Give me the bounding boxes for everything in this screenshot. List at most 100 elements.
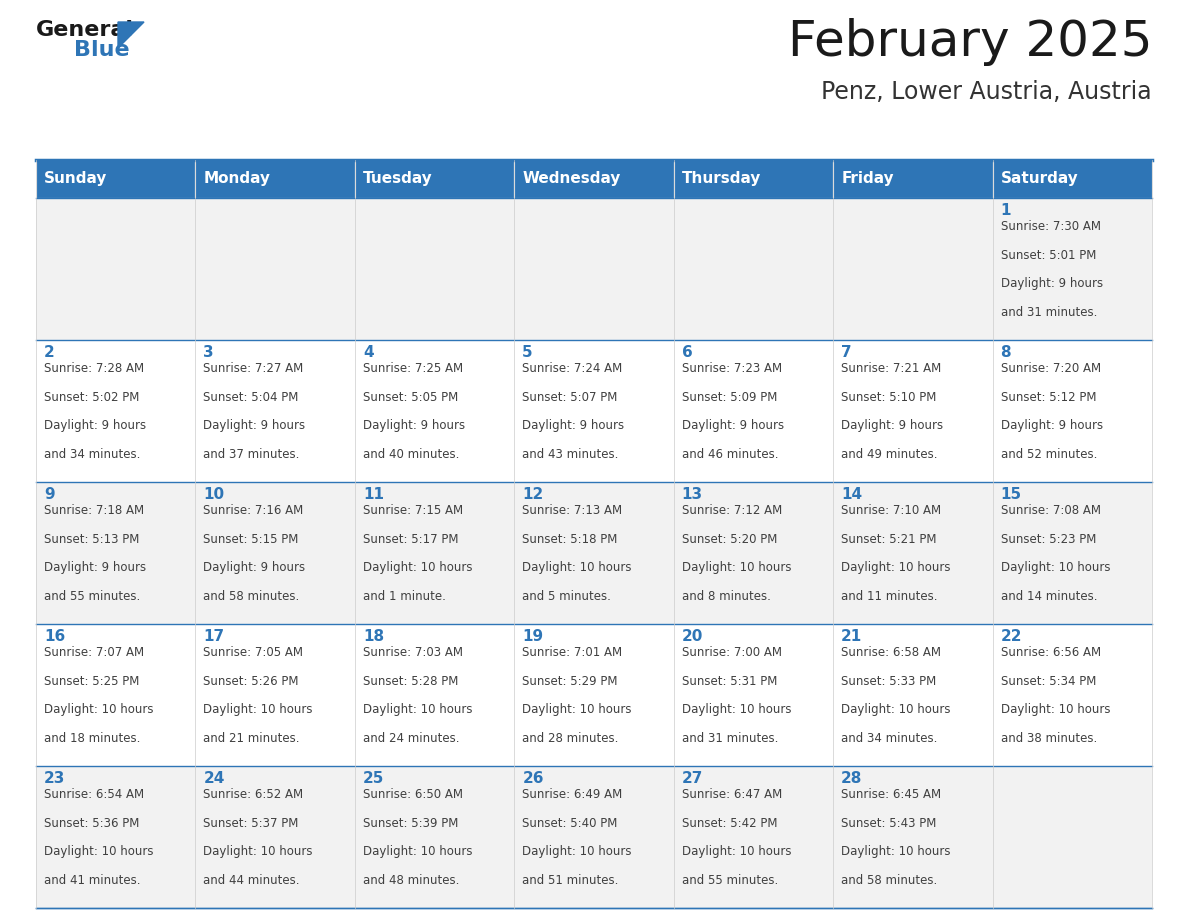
Bar [674, 340, 833, 482]
Text: 17: 17 [203, 629, 225, 644]
Text: and 31 minutes.: and 31 minutes. [1000, 306, 1097, 319]
Bar [36, 482, 196, 624]
Text: Sunday: Sunday [44, 172, 107, 186]
Bar [196, 766, 355, 908]
Text: Daylight: 9 hours: Daylight: 9 hours [1000, 420, 1102, 432]
Bar [196, 198, 355, 340]
Text: and 38 minutes.: and 38 minutes. [1000, 732, 1097, 744]
Text: Sunrise: 7:13 AM: Sunrise: 7:13 AM [523, 504, 623, 517]
Text: Daylight: 10 hours: Daylight: 10 hours [203, 703, 312, 716]
Text: Daylight: 10 hours: Daylight: 10 hours [362, 845, 473, 858]
Bar [992, 482, 1152, 624]
Text: Sunset: 5:40 PM: Sunset: 5:40 PM [523, 817, 618, 830]
Bar [992, 340, 1152, 482]
Bar [355, 624, 514, 766]
Text: Sunset: 5:04 PM: Sunset: 5:04 PM [203, 390, 299, 404]
Text: Saturday: Saturday [1000, 172, 1079, 186]
Bar [355, 482, 514, 624]
Text: Sunset: 5:39 PM: Sunset: 5:39 PM [362, 817, 459, 830]
Text: Daylight: 10 hours: Daylight: 10 hours [203, 845, 312, 858]
Text: Sunset: 5:01 PM: Sunset: 5:01 PM [1000, 249, 1097, 262]
Bar [833, 160, 992, 198]
Text: and 49 minutes.: and 49 minutes. [841, 448, 937, 461]
Text: General: General [36, 20, 134, 40]
Text: 14: 14 [841, 487, 862, 502]
Text: Sunrise: 6:54 AM: Sunrise: 6:54 AM [44, 788, 144, 801]
Text: Sunset: 5:17 PM: Sunset: 5:17 PM [362, 532, 459, 545]
Text: and 41 minutes.: and 41 minutes. [44, 874, 140, 887]
Text: Sunrise: 6:58 AM: Sunrise: 6:58 AM [841, 646, 941, 659]
Text: Sunset: 5:36 PM: Sunset: 5:36 PM [44, 817, 139, 830]
Text: Sunset: 5:42 PM: Sunset: 5:42 PM [682, 817, 777, 830]
Bar [196, 340, 355, 482]
Text: 15: 15 [1000, 487, 1022, 502]
Text: Sunset: 5:20 PM: Sunset: 5:20 PM [682, 532, 777, 545]
Text: Daylight: 10 hours: Daylight: 10 hours [1000, 561, 1110, 574]
Text: Monday: Monday [203, 172, 271, 186]
Text: 9: 9 [44, 487, 55, 502]
Bar [674, 766, 833, 908]
Text: and 48 minutes.: and 48 minutes. [362, 874, 460, 887]
Text: Daylight: 9 hours: Daylight: 9 hours [203, 420, 305, 432]
Text: Sunrise: 7:03 AM: Sunrise: 7:03 AM [362, 646, 463, 659]
Bar [355, 340, 514, 482]
Bar [36, 198, 196, 340]
Text: Sunrise: 7:08 AM: Sunrise: 7:08 AM [1000, 504, 1100, 517]
Bar [674, 482, 833, 624]
Text: Sunset: 5:13 PM: Sunset: 5:13 PM [44, 532, 139, 545]
Text: February 2025: February 2025 [788, 18, 1152, 66]
Polygon shape [118, 22, 144, 48]
Text: Daylight: 9 hours: Daylight: 9 hours [841, 420, 943, 432]
Text: Wednesday: Wednesday [523, 172, 620, 186]
Text: Daylight: 10 hours: Daylight: 10 hours [523, 845, 632, 858]
Text: Sunrise: 7:00 AM: Sunrise: 7:00 AM [682, 646, 782, 659]
Bar [514, 766, 674, 908]
Text: Sunset: 5:31 PM: Sunset: 5:31 PM [682, 675, 777, 688]
Text: and 51 minutes.: and 51 minutes. [523, 874, 619, 887]
Text: Sunset: 5:34 PM: Sunset: 5:34 PM [1000, 675, 1097, 688]
Text: Daylight: 10 hours: Daylight: 10 hours [682, 561, 791, 574]
Text: Daylight: 9 hours: Daylight: 9 hours [44, 561, 146, 574]
Text: and 43 minutes.: and 43 minutes. [523, 448, 619, 461]
Text: Sunrise: 7:20 AM: Sunrise: 7:20 AM [1000, 362, 1101, 375]
Text: Daylight: 10 hours: Daylight: 10 hours [362, 703, 473, 716]
Bar [36, 624, 196, 766]
Text: Daylight: 10 hours: Daylight: 10 hours [841, 845, 950, 858]
Text: 6: 6 [682, 345, 693, 360]
Text: and 8 minutes.: and 8 minutes. [682, 589, 771, 603]
Text: and 11 minutes.: and 11 minutes. [841, 589, 937, 603]
Text: Sunset: 5:43 PM: Sunset: 5:43 PM [841, 817, 936, 830]
Text: Daylight: 10 hours: Daylight: 10 hours [841, 703, 950, 716]
Text: 23: 23 [44, 771, 65, 786]
Text: Sunrise: 7:27 AM: Sunrise: 7:27 AM [203, 362, 304, 375]
Text: and 37 minutes.: and 37 minutes. [203, 448, 299, 461]
Text: 21: 21 [841, 629, 862, 644]
Text: Daylight: 9 hours: Daylight: 9 hours [1000, 277, 1102, 290]
Text: Daylight: 10 hours: Daylight: 10 hours [44, 845, 153, 858]
Text: Sunset: 5:21 PM: Sunset: 5:21 PM [841, 532, 936, 545]
Text: and 28 minutes.: and 28 minutes. [523, 732, 619, 744]
Text: and 31 minutes.: and 31 minutes. [682, 732, 778, 744]
Text: 22: 22 [1000, 629, 1022, 644]
Text: Sunset: 5:07 PM: Sunset: 5:07 PM [523, 390, 618, 404]
Text: 18: 18 [362, 629, 384, 644]
Text: Sunset: 5:02 PM: Sunset: 5:02 PM [44, 390, 139, 404]
Text: Penz, Lower Austria, Austria: Penz, Lower Austria, Austria [821, 80, 1152, 104]
Bar [833, 624, 992, 766]
Text: Sunset: 5:37 PM: Sunset: 5:37 PM [203, 817, 299, 830]
Text: and 14 minutes.: and 14 minutes. [1000, 589, 1097, 603]
Bar [514, 482, 674, 624]
Bar [514, 340, 674, 482]
Text: and 21 minutes.: and 21 minutes. [203, 732, 299, 744]
Text: Sunset: 5:23 PM: Sunset: 5:23 PM [1000, 532, 1097, 545]
Text: Sunrise: 6:52 AM: Sunrise: 6:52 AM [203, 788, 304, 801]
Text: and 52 minutes.: and 52 minutes. [1000, 448, 1097, 461]
Text: Thursday: Thursday [682, 172, 762, 186]
Text: 7: 7 [841, 345, 852, 360]
Text: Sunset: 5:15 PM: Sunset: 5:15 PM [203, 532, 299, 545]
Text: Sunrise: 7:25 AM: Sunrise: 7:25 AM [362, 362, 463, 375]
Text: and 40 minutes.: and 40 minutes. [362, 448, 460, 461]
Text: Daylight: 9 hours: Daylight: 9 hours [523, 420, 625, 432]
Bar [833, 766, 992, 908]
Text: 5: 5 [523, 345, 533, 360]
